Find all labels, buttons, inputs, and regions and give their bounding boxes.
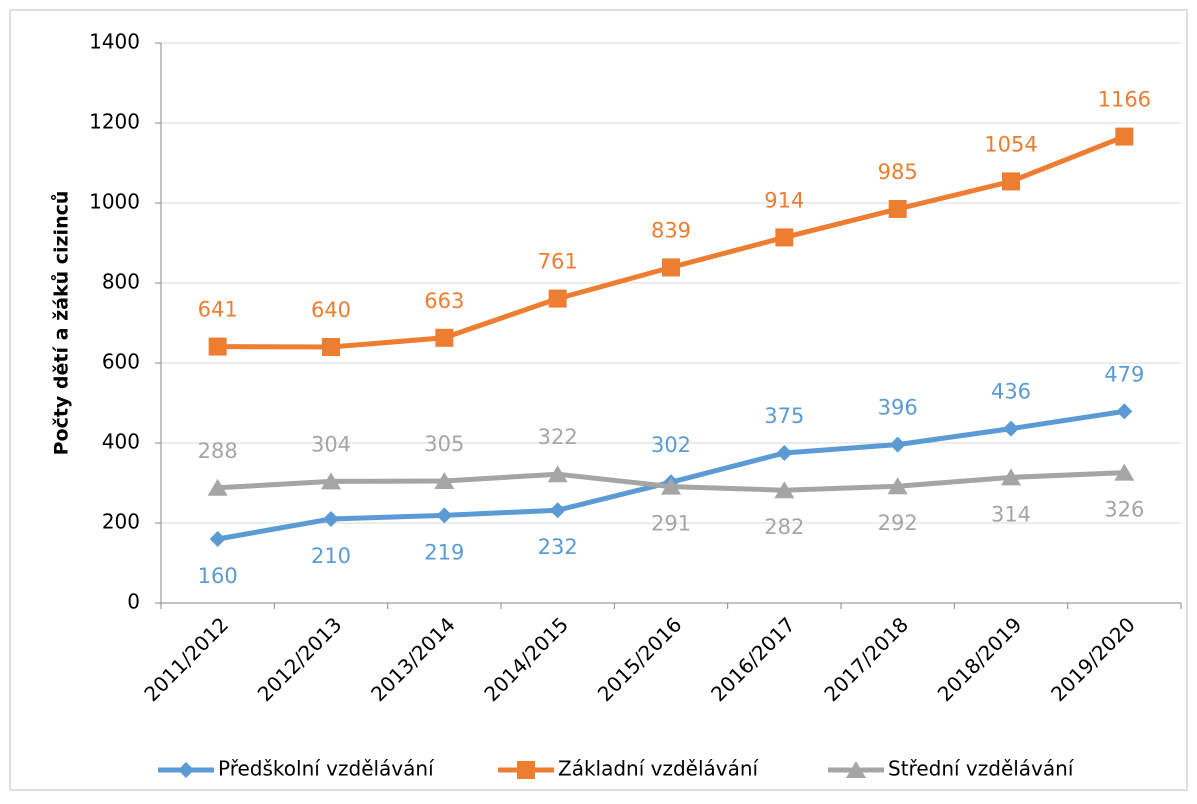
marker [207, 478, 228, 496]
marker [1114, 463, 1135, 481]
marker [321, 472, 341, 490]
marker [1001, 468, 1021, 486]
marker [323, 511, 339, 527]
marker [549, 502, 566, 519]
data-label: 375 [764, 404, 804, 428]
marker [887, 477, 908, 495]
marker [846, 761, 866, 778]
marker [776, 445, 793, 461]
marker [434, 472, 455, 489]
data-label: 288 [198, 439, 238, 463]
legend-label: Základní vzdělávání [558, 757, 760, 781]
marker [1003, 420, 1019, 437]
data-label: 1054 [984, 132, 1037, 156]
legend-item: Základní vzdělávání [498, 757, 760, 781]
data-label: 479 [1104, 362, 1144, 386]
legend-label: Předškolní vzdělávání [218, 757, 435, 781]
marker [322, 338, 340, 356]
data-label: 985 [878, 160, 918, 184]
data-label: 282 [764, 515, 804, 539]
marker [774, 481, 795, 499]
data-label: 304 [311, 432, 351, 456]
y-tick-label: 200 [102, 510, 140, 534]
legend-item: Předškolní vzdělávání [158, 757, 435, 781]
marker [775, 228, 794, 247]
chart-border [9, 9, 1188, 791]
legend-item: Střední vzdělávání [828, 757, 1075, 781]
marker [209, 531, 226, 547]
legend-label: Střední vzdělávání [888, 757, 1075, 781]
data-label: 839 [651, 218, 691, 242]
data-label: 761 [538, 250, 578, 274]
data-label: 302 [651, 433, 691, 457]
marker [178, 762, 194, 778]
data-label: 663 [424, 289, 464, 313]
y-axis-title: Počty dětí a žáků cizinců [50, 191, 73, 456]
y-tick-label: 0 [127, 590, 140, 614]
data-label: 232 [538, 535, 578, 559]
marker [889, 436, 906, 453]
data-label: 305 [424, 432, 464, 456]
marker [1002, 172, 1020, 191]
data-label: 640 [311, 298, 351, 322]
data-label: 641 [198, 298, 238, 322]
marker [548, 289, 567, 308]
marker [662, 258, 680, 277]
marker [888, 200, 907, 218]
marker [436, 507, 453, 524]
marker [517, 761, 535, 779]
data-label: 326 [1104, 498, 1144, 522]
marker [661, 477, 681, 495]
data-label: 914 [764, 188, 804, 212]
data-label: 314 [991, 502, 1031, 526]
marker [435, 328, 454, 347]
y-tick-label: 1000 [89, 190, 140, 214]
y-tick-label: 800 [102, 270, 140, 294]
marker [208, 337, 227, 356]
y-tick-label: 600 [102, 350, 140, 374]
data-label: 396 [878, 396, 918, 420]
marker [1116, 403, 1133, 420]
marker [547, 465, 568, 483]
data-label: 210 [311, 544, 351, 568]
y-tick-label: 400 [102, 430, 140, 454]
data-label: 292 [878, 511, 918, 535]
data-label: 291 [651, 512, 691, 536]
data-label: 160 [198, 564, 238, 588]
data-label: 436 [991, 380, 1031, 404]
data-label: 1166 [1098, 88, 1151, 112]
y-tick-label: 1400 [89, 30, 140, 54]
data-label: 322 [538, 425, 578, 449]
y-tick-label: 1200 [89, 110, 140, 134]
data-label: 219 [424, 540, 464, 564]
marker [1115, 127, 1134, 146]
